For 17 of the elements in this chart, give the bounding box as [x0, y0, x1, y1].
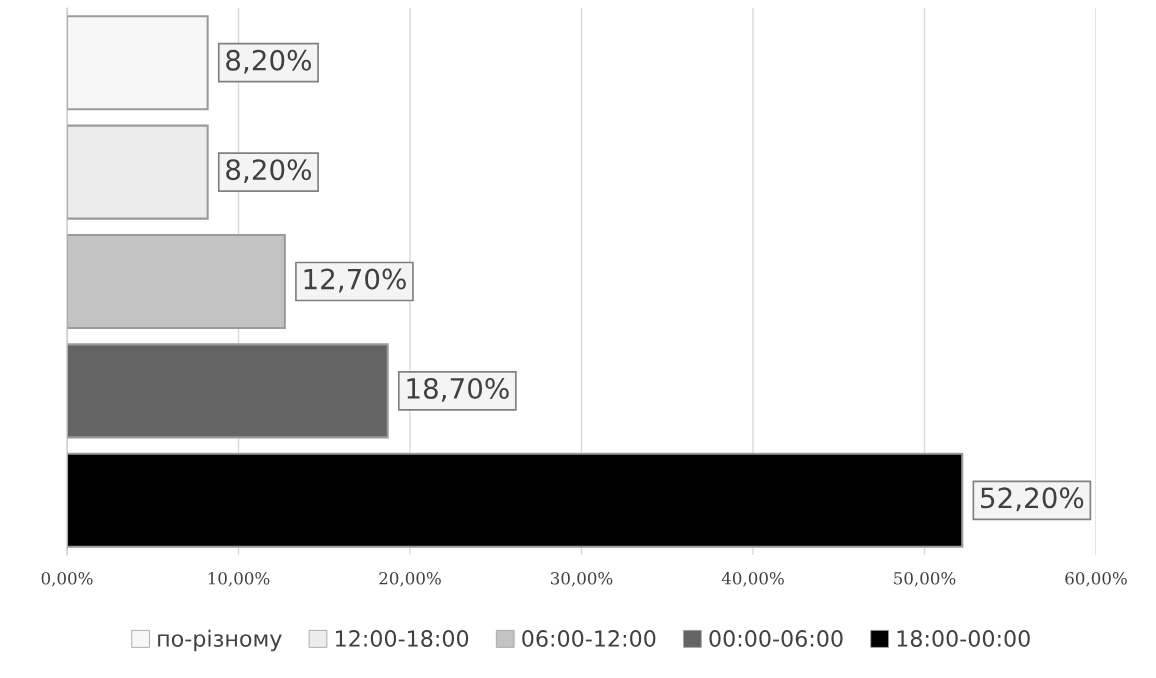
legend-label: по-різному	[158, 629, 282, 652]
x-tick-label: 0,00%	[41, 571, 93, 587]
x-tick-label: 20,00%	[379, 571, 441, 587]
data-label: 8,20%	[226, 49, 312, 74]
data-label: 18,70%	[407, 377, 509, 402]
x-tick-label: 60,00%	[1065, 571, 1127, 587]
x-tick-label: 40,00%	[721, 571, 784, 587]
data-label: 8,20%	[226, 159, 312, 183]
legend-label: 00:00-06:00	[709, 630, 843, 647]
x-tick-label: 50,00%	[894, 571, 956, 587]
x-tick-label: 30,00%	[551, 571, 613, 587]
legend-label: 18:00-00:00	[897, 630, 1030, 647]
data-label: 52,20%	[981, 487, 1084, 512]
legend-label: 06:00-12:00	[522, 630, 656, 647]
x-tick-label: 10,00%	[208, 571, 270, 587]
data-label: 12,70%	[304, 268, 406, 293]
legend-label: 12:00-18:00	[335, 630, 469, 647]
